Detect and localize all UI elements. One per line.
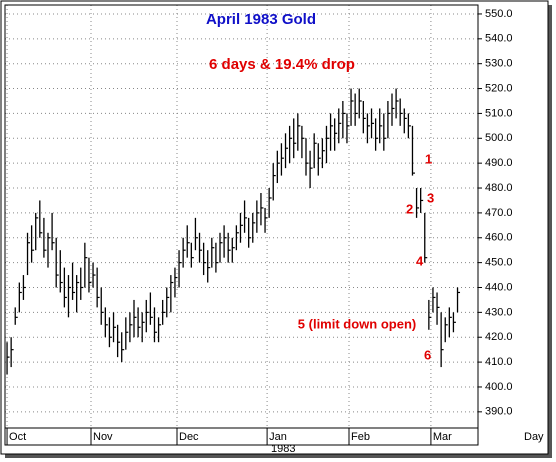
chart-subtitle: 6 days & 19.4% drop: [209, 56, 355, 73]
y-tick-label: 420.0: [485, 331, 513, 343]
y-tick-label: 490.0: [485, 157, 513, 169]
annotation: 1: [425, 151, 432, 166]
y-tick-label: 410.0: [485, 356, 513, 368]
y-tick-label: 390.0: [485, 406, 513, 418]
x-tick-label: Mar: [433, 431, 452, 443]
x-axis-label: Day: [524, 431, 544, 443]
y-tick-label: 540.0: [485, 33, 513, 45]
y-tick-label: 430.0: [485, 306, 513, 318]
x-tick-label: Dec: [179, 431, 199, 443]
y-tick-label: 470.0: [485, 207, 513, 219]
y-tick-label: 550.0: [485, 8, 513, 20]
y-tick-label: 450.0: [485, 257, 513, 269]
frame: [0, 0, 549, 455]
annotation: 6: [424, 347, 431, 362]
y-tick-label: 500.0: [485, 132, 513, 144]
y-tick-label: 440.0: [485, 281, 513, 293]
plot-area: [5, 5, 478, 428]
x-axis-strip: [4, 427, 479, 446]
y-tick-label: 460.0: [485, 232, 513, 244]
annotation: 2: [406, 201, 413, 216]
annotation: 3: [427, 190, 434, 205]
annotation: 4: [416, 253, 424, 268]
y-tick-label: 530.0: [485, 58, 513, 70]
x-tick-label: Feb: [351, 431, 370, 443]
y-tick-label: 400.0: [485, 381, 513, 393]
y-tick-label: 510.0: [485, 107, 513, 119]
annotation: 5 (limit down open): [298, 316, 416, 331]
chart-title: April 1983 Gold: [206, 11, 316, 28]
x-tick-label: Oct: [9, 431, 26, 443]
x-tick-label: Jan: [269, 431, 287, 443]
year-label: 1983: [271, 443, 295, 455]
y-tick-label: 520.0: [485, 82, 513, 94]
x-tick-label: Nov: [93, 431, 113, 443]
y-tick-label: 480.0: [485, 182, 513, 194]
